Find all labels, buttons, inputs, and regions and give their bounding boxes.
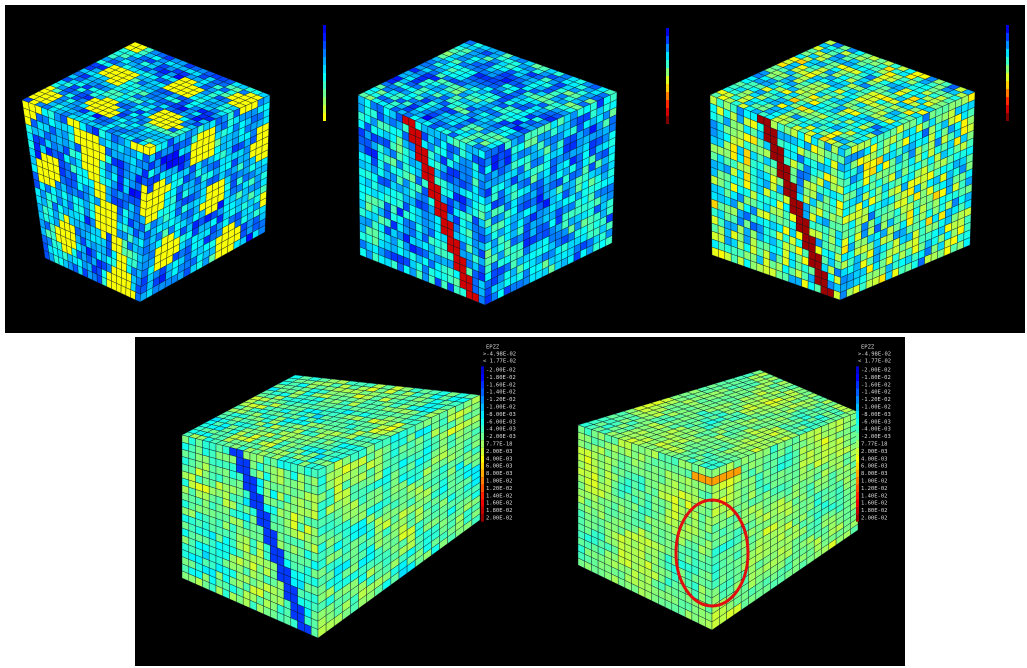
cubes <box>21 39 976 639</box>
cube <box>21 41 271 303</box>
